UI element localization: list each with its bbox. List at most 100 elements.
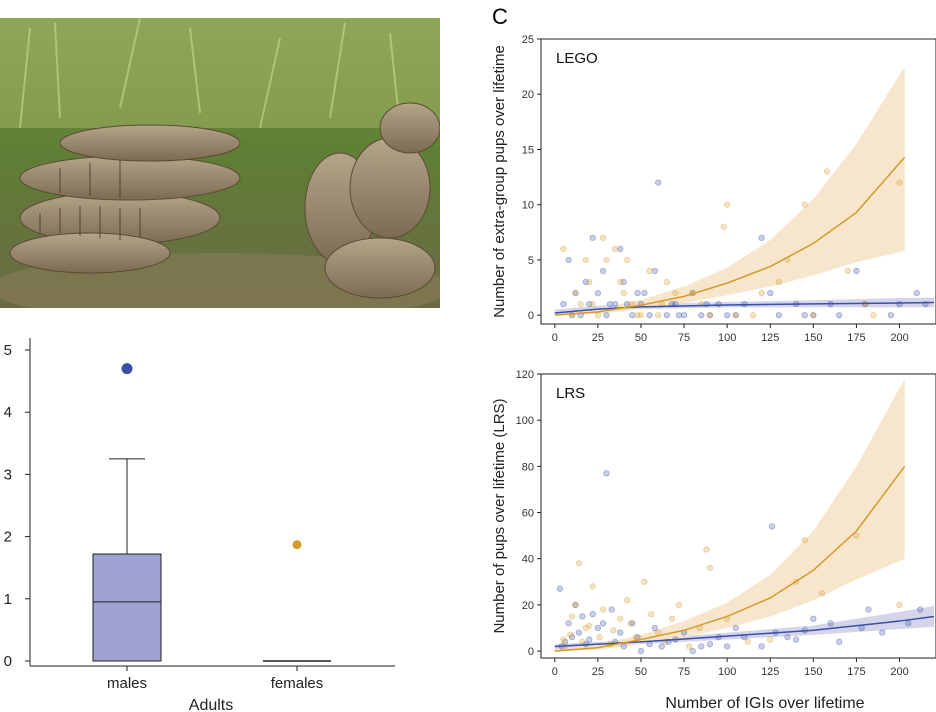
lego-band-female bbox=[554, 66, 905, 316]
lego-point-female bbox=[870, 312, 877, 319]
panel-letter-c: C bbox=[492, 4, 508, 29]
lego-point-male bbox=[724, 312, 731, 319]
lego-x-tick-label: 75 bbox=[678, 332, 690, 344]
lego-y-tick-label: 25 bbox=[522, 34, 534, 46]
lrs-point-female bbox=[686, 643, 693, 650]
lego-point-male bbox=[594, 289, 601, 297]
lrs-point-female bbox=[575, 560, 583, 567]
lego-point-female bbox=[672, 289, 679, 297]
lrs-point-female bbox=[632, 634, 639, 641]
lego-panel: 0 25 50 75 100 125 150 175 200 0 5 10 15 20 25 LEGO Numb… bbox=[491, 34, 936, 344]
lrs-point-male bbox=[599, 620, 607, 627]
lrs-point-male bbox=[617, 629, 624, 636]
lrs-x-tick-label: 0 bbox=[552, 666, 558, 678]
lrs-point-female bbox=[675, 601, 682, 608]
lego-inset-label: LEGO bbox=[556, 50, 598, 67]
lego-point-female bbox=[582, 256, 589, 264]
lego-point-female bbox=[732, 312, 739, 319]
lrs-point-female bbox=[624, 597, 631, 604]
lrs-y-tick-label: 40 bbox=[522, 554, 534, 566]
boxplot-box-males bbox=[92, 553, 162, 662]
boxplot-y-tick-label: 1 bbox=[4, 591, 12, 608]
lego-point-female bbox=[589, 301, 596, 308]
lrs-point-male bbox=[724, 643, 731, 650]
lego-point-female bbox=[603, 256, 610, 264]
lego-point-male bbox=[634, 289, 641, 297]
lrs-point-female bbox=[572, 601, 579, 608]
lrs-point-female bbox=[610, 627, 617, 634]
lego-point-male bbox=[624, 301, 631, 308]
lrs-point-female bbox=[599, 606, 607, 613]
lego-point-male bbox=[836, 312, 843, 319]
lego-point-male bbox=[651, 267, 658, 275]
lego-point-male bbox=[617, 245, 624, 252]
lrs-point-male bbox=[658, 643, 665, 650]
lego-point-male bbox=[698, 312, 705, 319]
lrs-x-tick-label: 50 bbox=[635, 666, 647, 678]
lego-y-tick-label: 20 bbox=[522, 89, 534, 101]
lego-point-female bbox=[775, 278, 782, 286]
lrs-point-male bbox=[646, 641, 653, 648]
lrs-inset-label: LRS bbox=[556, 385, 585, 402]
lrs-point-female bbox=[706, 564, 714, 572]
lrs-point-male bbox=[865, 606, 872, 613]
lrs-point-male bbox=[556, 585, 564, 592]
lrs-point-female bbox=[568, 613, 576, 620]
lrs-point-male bbox=[810, 615, 817, 622]
lrs-point-male bbox=[784, 634, 791, 641]
lego-x-tick-label: 150 bbox=[804, 332, 822, 344]
lego-point-male bbox=[767, 289, 774, 297]
lego-plot-area bbox=[554, 66, 934, 319]
boxplot-y-tick-label: 5 bbox=[4, 342, 12, 359]
lrs-point-female bbox=[767, 636, 774, 643]
lego-point-male bbox=[565, 256, 572, 264]
lrs-point-male bbox=[589, 611, 596, 618]
boxplot-x-axis-title: Adults bbox=[189, 697, 233, 712]
lrs-point-male bbox=[603, 470, 610, 477]
lego-point-male bbox=[629, 312, 636, 319]
lrs-x-axis-title: Number of IGIs over lifetime bbox=[665, 695, 864, 712]
lego-point-male bbox=[715, 301, 722, 308]
boxplot-panel: 0 1 2 3 4 5 males females Adults bbox=[4, 338, 395, 712]
lego-point-male bbox=[586, 301, 593, 308]
lrs-point-male bbox=[793, 636, 800, 643]
lrs-plot-area bbox=[554, 378, 934, 655]
lego-y-tick-label: 10 bbox=[522, 200, 534, 212]
lrs-y-tick-label: 120 bbox=[516, 369, 534, 381]
lrs-point-male bbox=[586, 636, 593, 643]
lrs-y-axis-title: Number of pups over lifetime (LRS) bbox=[491, 398, 508, 633]
mongoose-group-photo-icon bbox=[0, 18, 440, 308]
lrs-point-male bbox=[579, 613, 586, 620]
lego-x-tick-label: 175 bbox=[847, 332, 865, 344]
lrs-point-female bbox=[560, 636, 567, 643]
lego-point-female bbox=[720, 223, 727, 230]
lrs-point-female bbox=[627, 620, 634, 627]
lrs-y-tick-label: 20 bbox=[522, 600, 534, 612]
lego-point-male bbox=[675, 312, 682, 319]
lego-point-female bbox=[655, 312, 662, 319]
lego-y-tick-label: 0 bbox=[528, 310, 534, 322]
lrs-point-female bbox=[818, 590, 826, 597]
lego-point-female bbox=[706, 312, 714, 319]
lego-point-female bbox=[560, 245, 567, 252]
lego-point-female bbox=[624, 256, 631, 264]
lrs-point-female bbox=[668, 615, 676, 622]
lego-point-female bbox=[599, 234, 607, 241]
lrs-point-male bbox=[758, 643, 765, 650]
lrs-point-male bbox=[620, 643, 627, 650]
lego-point-male bbox=[589, 234, 596, 241]
lego-frame bbox=[540, 38, 936, 325]
lrs-panel: 0 25 50 75 100 125 150 175 200 0 20 40 60 80 100 120 LRS… bbox=[491, 369, 936, 712]
lego-x-tick-label: 0 bbox=[552, 332, 558, 344]
lrs-x-tick-label: 25 bbox=[592, 666, 604, 678]
lrs-y-tick-label: 100 bbox=[516, 415, 534, 427]
lrs-point-male bbox=[732, 624, 739, 632]
lrs-y-tick-label: 0 bbox=[528, 646, 534, 658]
lego-point-male bbox=[606, 301, 614, 308]
lrs-point-male bbox=[629, 620, 636, 627]
lrs-point-female bbox=[801, 537, 808, 544]
lego-point-female bbox=[594, 312, 601, 319]
lego-point-male bbox=[853, 267, 860, 275]
lego-point-female bbox=[724, 201, 731, 208]
